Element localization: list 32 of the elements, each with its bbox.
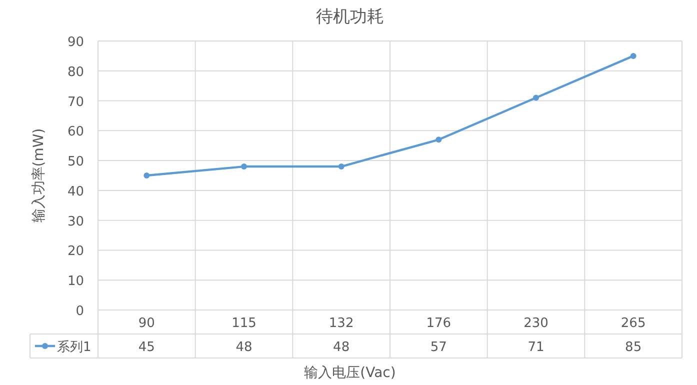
legend-label: 系列1 [57,340,92,355]
y-tick-label: 30 [67,214,84,230]
x-axis-title: 输入电压(Vac) [304,365,396,381]
data-label: 48 [333,340,350,355]
point [436,136,442,143]
y-axis-title: 输入功率(mW) [31,128,47,223]
x-tick-label: 176 [426,316,452,331]
point [338,164,344,170]
point [630,52,636,59]
y-tick-label: 50 [67,154,84,170]
x-tick-label: 132 [328,316,354,331]
x-tick-label: 265 [620,316,646,331]
point [533,94,539,101]
point [144,172,150,178]
y-tick-label: 70 [67,94,84,110]
data-label: 71 [528,340,544,355]
chart-title: 待机功耗 [316,7,384,27]
data-label: 48 [236,340,252,355]
point [241,164,247,170]
data-label: 45 [138,340,155,355]
data-label: 57 [430,340,447,355]
y-tick-label: 10 [67,274,84,290]
y-tick-label: 20 [67,244,84,260]
y-tick-label: 0 [76,304,84,319]
data-label: 85 [625,340,642,355]
y-tick-label: 60 [67,124,84,140]
y-tick-label: 40 [67,184,84,200]
x-tick-label: 115 [232,316,256,331]
x-tick-label: 90 [138,316,155,331]
x-tick-label: 230 [524,316,548,331]
y-tick-label: 80 [67,64,84,80]
y-tick-label: 90 [67,35,84,50]
